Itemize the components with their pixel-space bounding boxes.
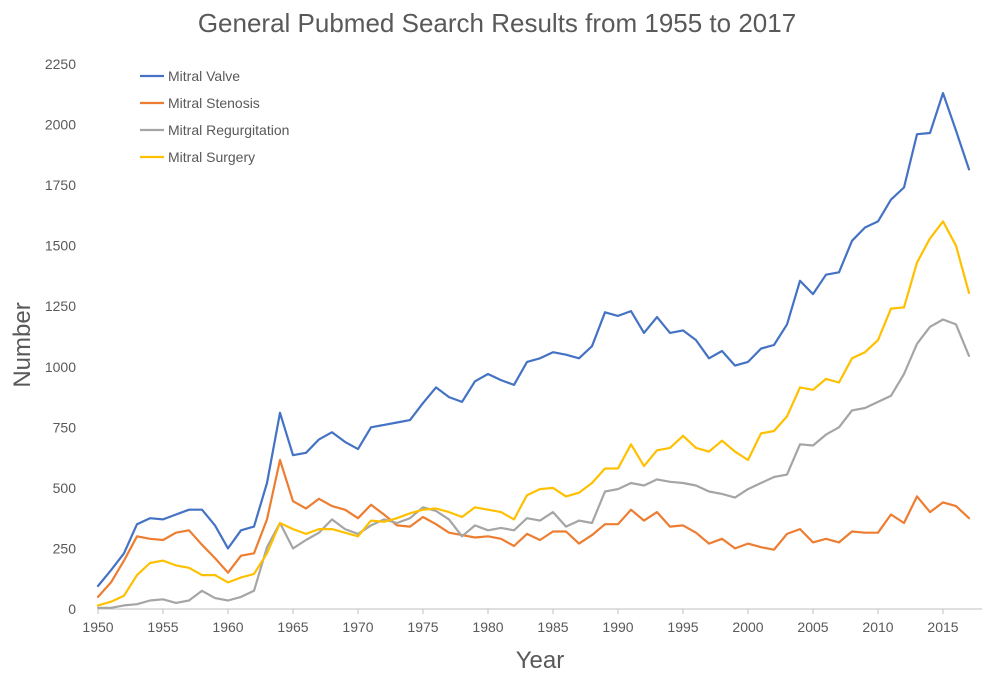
y-tick-label: 2000 [45, 117, 76, 133]
x-tick-label: 1955 [147, 619, 178, 635]
series-line-mitral-regurgitation [96, 318, 971, 609]
series-line-mitral-valve [96, 91, 971, 588]
x-axis-ticks: 1950 1955 1960 1965 1970 1975 1980 1985 1990 1995… [82, 609, 959, 635]
y-axis-ticks: 0 250 500 750 1000 1250 1500 1750 2000 2250 [45, 56, 76, 617]
y-tick-label: 1000 [45, 359, 76, 375]
x-tick-label: 2000 [732, 619, 763, 635]
y-axis-label: Number [9, 302, 36, 387]
x-tick-label: 1970 [342, 619, 373, 635]
x-axis-label: Year [516, 647, 565, 674]
legend-label: Mitral Stenosis [168, 95, 260, 111]
y-tick-label: 250 [53, 540, 77, 556]
x-tick-label: 2015 [927, 619, 958, 635]
legend-label: Mitral Valve [168, 68, 240, 84]
x-tick-label: 1960 [212, 619, 243, 635]
legend-label: Mitral Regurgitation [168, 122, 289, 138]
y-tick-label: 1250 [45, 298, 76, 314]
x-tick-label: 1995 [667, 619, 698, 635]
legend-label: Mitral Surgery [168, 149, 255, 165]
y-tick-label: 500 [53, 480, 77, 496]
x-tick-label: 1980 [472, 619, 503, 635]
series-line-mitral-stenosis [96, 458, 971, 599]
series-lines [96, 91, 971, 609]
x-tick-label: 1965 [277, 619, 308, 635]
x-tick-label: 1950 [82, 619, 113, 635]
series-line-mitral-surgery [96, 220, 971, 607]
chart-title: General Pubmed Search Results from 1955 … [198, 8, 796, 38]
y-tick-label: 2250 [45, 56, 76, 72]
y-tick-label: 0 [68, 601, 76, 617]
y-tick-label: 750 [53, 419, 77, 435]
legend: Mitral Valve Mitral Stenosis Mitral Regurg… [140, 68, 289, 165]
x-tick-label: 1975 [407, 619, 438, 635]
x-tick-label: 1985 [537, 619, 568, 635]
x-tick-label: 2010 [862, 619, 893, 635]
y-tick-label: 1500 [45, 238, 76, 254]
y-tick-label: 1750 [45, 177, 76, 193]
x-tick-label: 1990 [602, 619, 633, 635]
x-tick-label: 2005 [797, 619, 828, 635]
